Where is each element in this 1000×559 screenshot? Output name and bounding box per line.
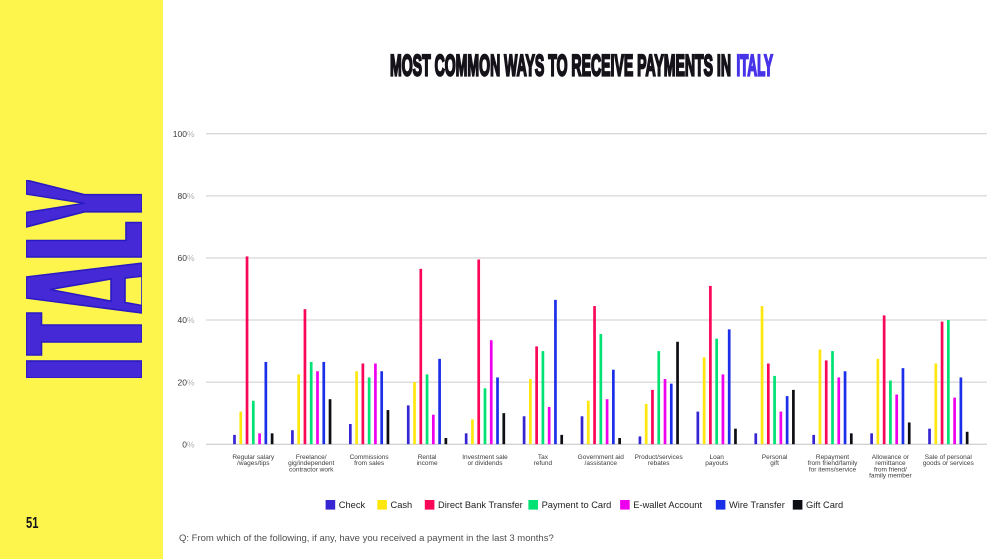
svg-text:40%: 40% bbox=[177, 315, 194, 325]
svg-text:80%: 80% bbox=[177, 191, 194, 201]
svg-text:20%: 20% bbox=[177, 377, 194, 387]
svg-text:0%: 0% bbox=[182, 439, 195, 449]
svg-text:ITALY: ITALY bbox=[737, 50, 774, 83]
svg-text:100%: 100% bbox=[173, 129, 195, 139]
svg-text:Government aid/assistance: Government aid/assistance bbox=[578, 454, 625, 467]
svg-text:Check: Check bbox=[339, 500, 366, 510]
svg-text:Regular salary/wages/tips: Regular salary/wages/tips bbox=[232, 454, 275, 467]
svg-text:E-wallet Account: E-wallet Account bbox=[633, 500, 702, 510]
svg-text:Payment to Card: Payment to Card bbox=[542, 500, 612, 510]
svg-text:Direct Bank Transfer: Direct Bank Transfer bbox=[438, 500, 523, 510]
svg-text:MOST COMMON WAYS TO RECEIVE PA: MOST COMMON WAYS TO RECEIVE PAYMENTS IN bbox=[390, 50, 731, 83]
svg-text:60%: 60% bbox=[177, 253, 194, 263]
svg-text:Gift Card: Gift Card bbox=[806, 500, 843, 510]
svg-text:Wire Transfer: Wire Transfer bbox=[729, 500, 785, 510]
svg-text:Cash: Cash bbox=[391, 500, 413, 510]
